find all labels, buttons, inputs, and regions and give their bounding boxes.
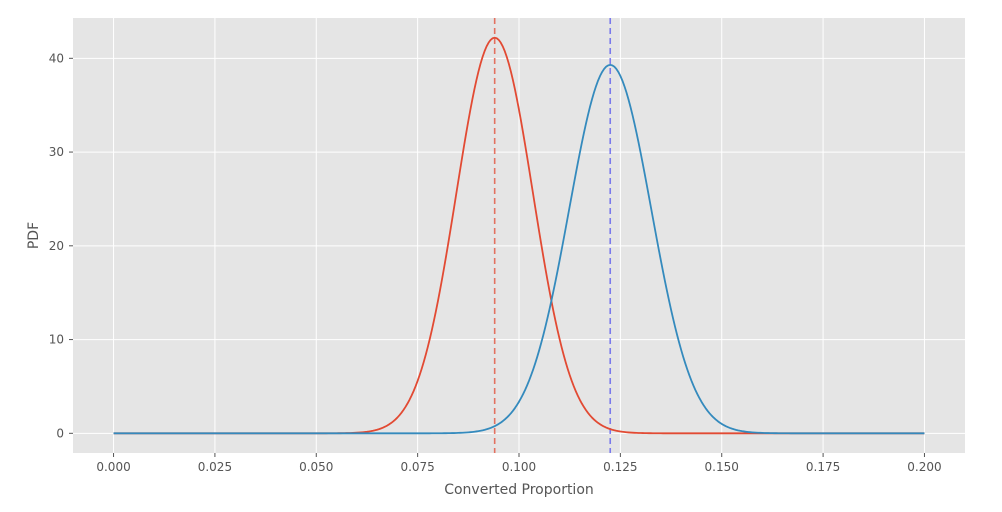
y-axis-ticks: 0 10 20 30 40 [49, 51, 73, 440]
x-tick-label: 0.000 [96, 460, 130, 474]
x-axis-label: Converted Proportion [444, 482, 594, 498]
y-tick-label: 10 [49, 333, 64, 347]
x-tick-label: 0.025 [198, 460, 232, 474]
series-lines [113, 36, 925, 435]
x-tick-label: 0.050 [299, 460, 333, 474]
y-tick-label: 20 [49, 239, 64, 253]
y-tick-label: 0 [56, 426, 64, 440]
x-tick-label: 0.175 [806, 460, 840, 474]
y-tick-label: 30 [49, 145, 64, 159]
series-line-2 [113, 63, 925, 435]
x-tick-label: 0.200 [907, 460, 941, 474]
x-tick-label: 0.100 [502, 460, 536, 474]
x-axis-ticks: 0.000 0.025 0.050 0.075 0.100 0.125 0.150 0.175… [96, 453, 942, 474]
reference-lines [493, 18, 612, 453]
y-tick-label: 40 [49, 51, 64, 65]
x-tick-label: 0.125 [603, 460, 637, 474]
y-axis-label: PDF [26, 222, 42, 249]
x-tick-label: 0.075 [400, 460, 434, 474]
x-tick-label: 0.150 [705, 460, 739, 474]
